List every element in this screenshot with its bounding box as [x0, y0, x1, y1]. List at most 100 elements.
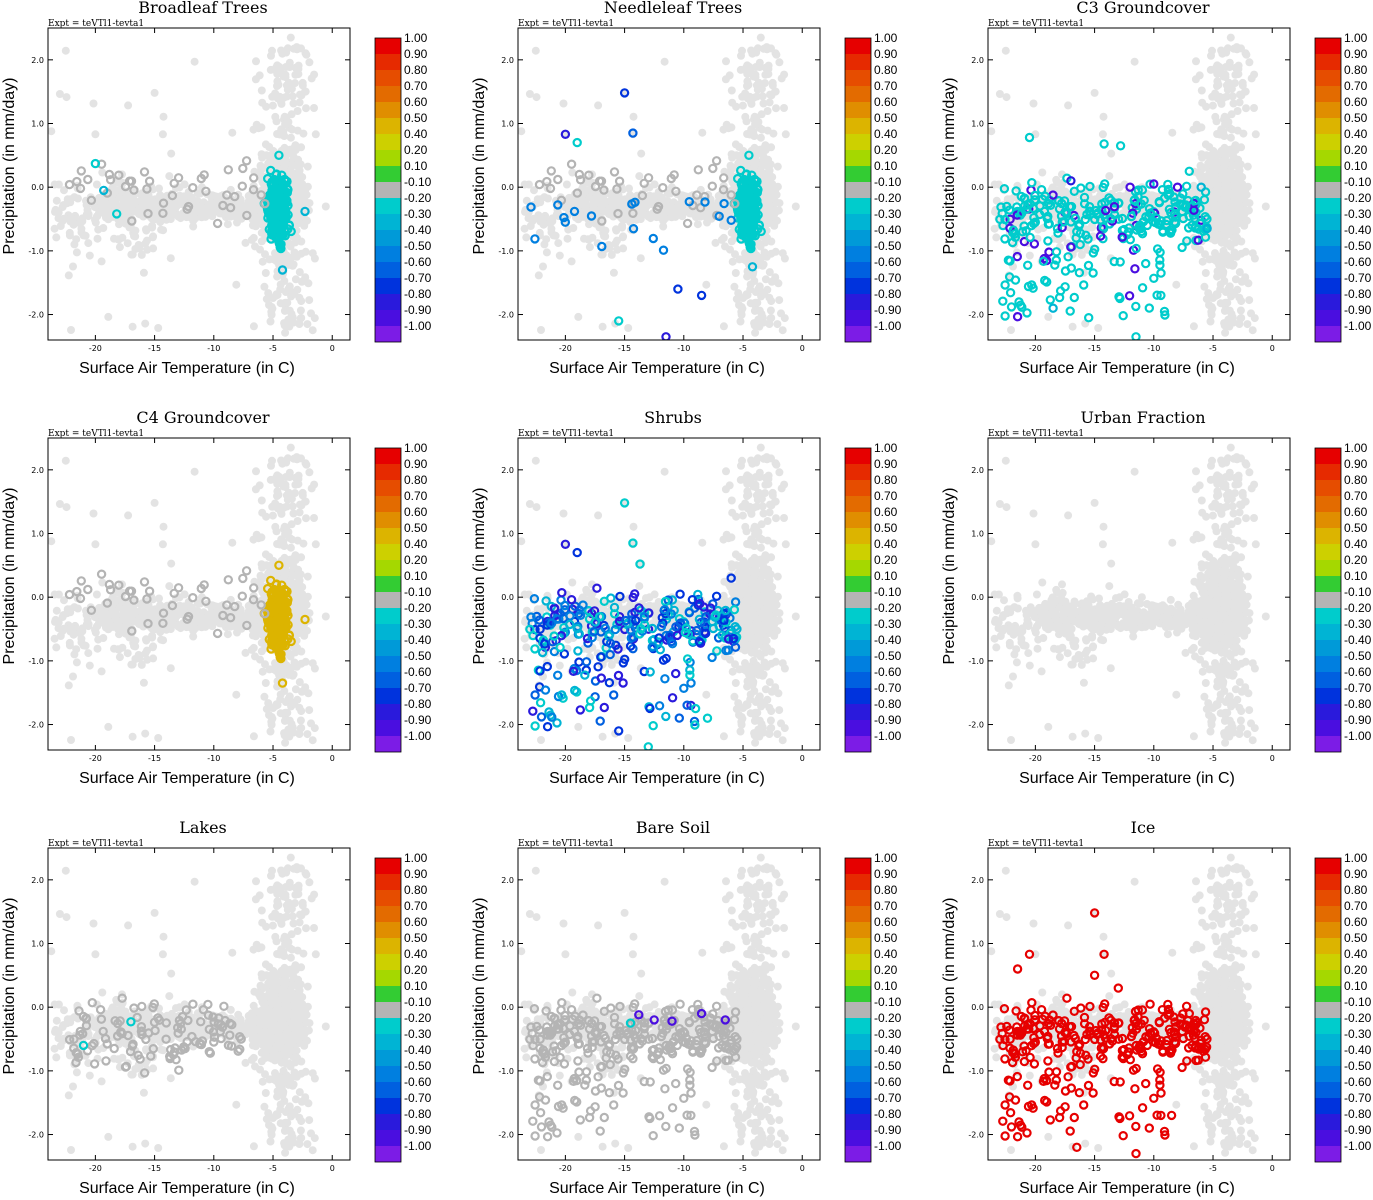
background-point [520, 180, 529, 189]
background-point [992, 196, 1001, 205]
background-point [97, 195, 106, 203]
background-point [1206, 317, 1215, 326]
data-point [639, 178, 649, 188]
background-point [518, 127, 526, 136]
background-point [760, 289, 768, 298]
background-point [115, 243, 124, 252]
background-point [109, 197, 118, 206]
background-point [66, 217, 75, 226]
background-point [767, 297, 776, 306]
background-point [742, 117, 751, 126]
background-point [296, 160, 305, 169]
background-point [107, 186, 116, 195]
background-point [1233, 107, 1242, 115]
background-point [1213, 272, 1222, 281]
background-point [275, 92, 284, 101]
background-point [768, 81, 777, 90]
background-point [781, 130, 790, 139]
background-point [1202, 295, 1211, 304]
background-point [578, 212, 587, 221]
background-point [286, 33, 295, 42]
background-point [728, 257, 737, 266]
background-point [223, 220, 232, 229]
data-point [266, 191, 277, 202]
background-point [1226, 133, 1235, 142]
background-point [296, 306, 305, 315]
colorbar-swatch [845, 86, 871, 102]
colorbar-label: 0.90 [874, 47, 898, 61]
background-point [282, 92, 291, 101]
x-tick-label: -15 [618, 344, 631, 353]
background-point [1105, 172, 1114, 181]
data-point [719, 198, 729, 209]
data-point [274, 150, 284, 160]
background-point [291, 70, 300, 79]
background-point [198, 203, 207, 212]
background-point [261, 269, 270, 277]
data-point [718, 184, 729, 195]
background-point [1225, 282, 1234, 291]
background-point [619, 244, 628, 253]
background-point [763, 126, 772, 135]
background-point [141, 239, 150, 248]
background-point [290, 248, 299, 257]
colorbar-swatch [375, 54, 401, 70]
background-point [1196, 172, 1205, 181]
background-point [611, 239, 620, 248]
scatter-panel: -20 -15 -10 -5 0-2.0-1.00.01.02.0C3 Groundco… [941, 0, 1372, 377]
background-point [303, 320, 312, 329]
background-point [1052, 175, 1061, 184]
background-point [1198, 257, 1207, 266]
background-point [990, 180, 999, 189]
background-point [726, 172, 735, 181]
data-point [661, 332, 671, 340]
background-point [158, 130, 167, 139]
colorbar-swatch [375, 102, 401, 118]
x-tick-label: 0 [330, 344, 335, 353]
background-point [743, 69, 752, 78]
data-point [248, 173, 259, 183]
data-point [276, 230, 286, 241]
y-tick-label: 0.0 [501, 183, 514, 192]
background-point [762, 233, 771, 242]
data-point [542, 176, 552, 187]
data-point [671, 186, 681, 196]
background-point [702, 280, 711, 289]
background-point [731, 269, 740, 277]
background-point [1247, 309, 1255, 318]
data-point [586, 211, 597, 221]
background-point [262, 151, 271, 160]
background-point [1219, 200, 1228, 209]
data-point [612, 184, 622, 194]
background-point [990, 224, 999, 233]
background-point [766, 306, 775, 315]
colorbar-label: 0.20 [404, 143, 428, 157]
colorbar-label: -0.10 [874, 175, 902, 189]
background-point [755, 322, 764, 331]
background-point [1218, 169, 1227, 178]
background-point [144, 193, 153, 202]
colorbar-swatch [845, 246, 871, 262]
background-point [1196, 161, 1205, 170]
background-point [1230, 248, 1239, 257]
data-point [575, 175, 586, 185]
background-point [252, 57, 260, 66]
background-point [280, 112, 289, 121]
background-point [755, 306, 764, 315]
background-point [552, 210, 561, 219]
background-point [597, 250, 606, 259]
colorbar-label: 1.00 [874, 31, 898, 45]
background-point [254, 124, 263, 133]
data-point [266, 234, 276, 244]
data-point [736, 234, 746, 244]
background-point [1248, 249, 1257, 258]
background-point [1192, 57, 1200, 66]
data-point [173, 173, 184, 183]
background-point [668, 203, 677, 212]
background-point [637, 149, 646, 158]
background-point [731, 140, 740, 149]
background-point [735, 255, 744, 264]
background-point [756, 133, 765, 142]
